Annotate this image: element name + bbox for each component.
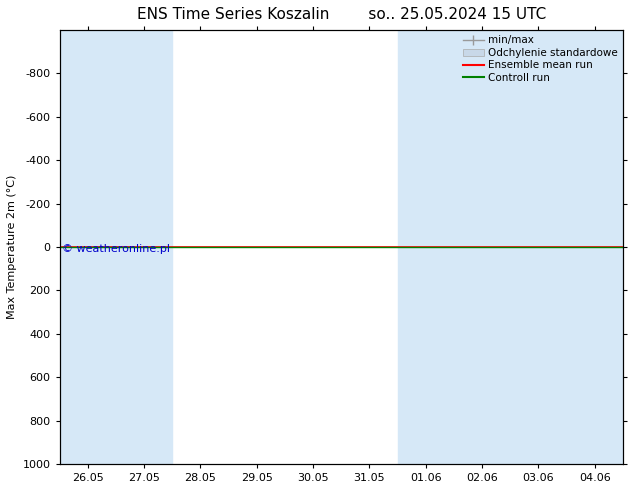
Bar xyxy=(567,30,623,464)
Bar xyxy=(116,30,172,464)
Bar xyxy=(510,30,567,464)
Legend: min/max, Odchylenie standardowe, Ensemble mean run, Controll run: min/max, Odchylenie standardowe, Ensembl… xyxy=(461,33,620,85)
Y-axis label: Max Temperature 2m (°C): Max Temperature 2m (°C) xyxy=(7,175,17,319)
Bar xyxy=(398,30,454,464)
Title: ENS Time Series Koszalin        so.. 25.05.2024 15 UTC: ENS Time Series Koszalin so.. 25.05.2024… xyxy=(136,7,546,22)
Bar xyxy=(454,30,510,464)
Text: © weatheronline.pl: © weatheronline.pl xyxy=(62,244,171,254)
Bar xyxy=(60,30,116,464)
